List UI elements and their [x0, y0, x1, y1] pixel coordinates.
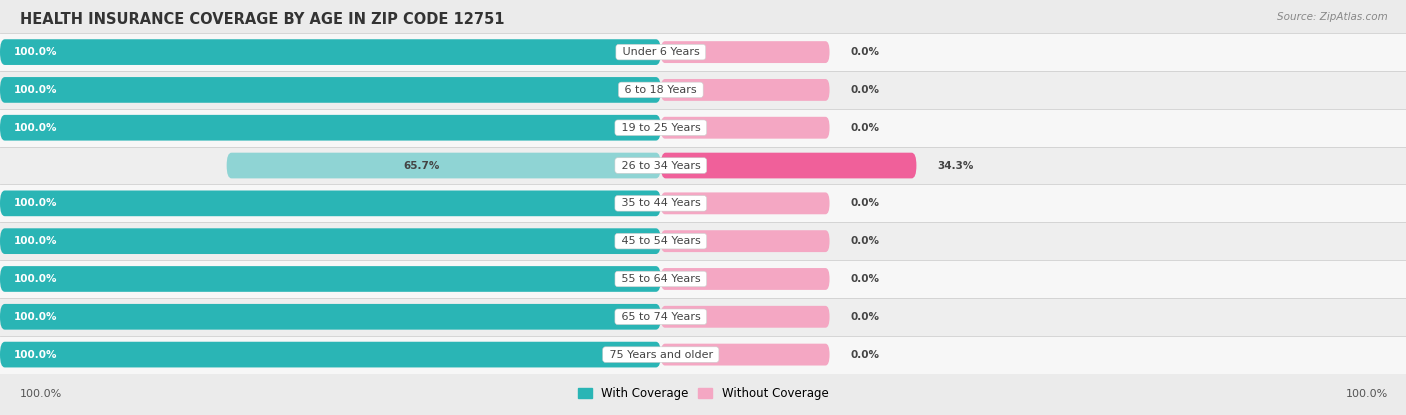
FancyBboxPatch shape	[661, 230, 830, 252]
Bar	[0, 146, 1406, 184]
FancyBboxPatch shape	[0, 266, 661, 292]
Text: 55 to 64 Years: 55 to 64 Years	[617, 274, 704, 284]
FancyBboxPatch shape	[661, 153, 917, 178]
Text: HEALTH INSURANCE COVERAGE BY AGE IN ZIP CODE 12751: HEALTH INSURANCE COVERAGE BY AGE IN ZIP …	[20, 12, 505, 27]
Text: 100.0%: 100.0%	[1346, 389, 1388, 399]
Text: 0.0%: 0.0%	[851, 274, 880, 284]
Text: 45 to 54 Years: 45 to 54 Years	[617, 236, 704, 246]
Text: 100.0%: 100.0%	[14, 274, 58, 284]
FancyBboxPatch shape	[0, 304, 661, 330]
FancyBboxPatch shape	[661, 268, 830, 290]
Text: 100.0%: 100.0%	[14, 236, 58, 246]
Text: 65.7%: 65.7%	[404, 161, 440, 171]
FancyBboxPatch shape	[0, 190, 661, 216]
Text: 100.0%: 100.0%	[14, 85, 58, 95]
Bar	[0, 71, 1406, 109]
FancyBboxPatch shape	[661, 344, 830, 366]
FancyBboxPatch shape	[661, 41, 830, 63]
Text: 100.0%: 100.0%	[14, 198, 58, 208]
Text: 0.0%: 0.0%	[851, 349, 880, 359]
Text: 0.0%: 0.0%	[851, 236, 880, 246]
Bar	[0, 33, 1406, 71]
Bar	[0, 298, 1406, 336]
Text: Under 6 Years: Under 6 Years	[619, 47, 703, 57]
FancyBboxPatch shape	[0, 228, 661, 254]
Text: 0.0%: 0.0%	[851, 312, 880, 322]
Text: 100.0%: 100.0%	[14, 312, 58, 322]
Text: 0.0%: 0.0%	[851, 123, 880, 133]
Text: 65 to 74 Years: 65 to 74 Years	[617, 312, 704, 322]
Text: 75 Years and older: 75 Years and older	[606, 349, 716, 359]
Text: 0.0%: 0.0%	[851, 85, 880, 95]
FancyBboxPatch shape	[661, 79, 830, 101]
Text: Source: ZipAtlas.com: Source: ZipAtlas.com	[1277, 12, 1388, 22]
Bar	[0, 260, 1406, 298]
Bar	[0, 184, 1406, 222]
Bar	[0, 109, 1406, 146]
Text: 100.0%: 100.0%	[14, 47, 58, 57]
Bar	[0, 222, 1406, 260]
Text: 0.0%: 0.0%	[851, 47, 880, 57]
Text: 35 to 44 Years: 35 to 44 Years	[617, 198, 704, 208]
FancyBboxPatch shape	[226, 153, 661, 178]
Bar	[0, 336, 1406, 374]
Legend: With Coverage, Without Coverage: With Coverage, Without Coverage	[572, 383, 834, 405]
FancyBboxPatch shape	[0, 77, 661, 103]
Text: 100.0%: 100.0%	[14, 349, 58, 359]
Text: 0.0%: 0.0%	[851, 198, 880, 208]
Text: 19 to 25 Years: 19 to 25 Years	[617, 123, 704, 133]
FancyBboxPatch shape	[0, 115, 661, 141]
FancyBboxPatch shape	[0, 342, 661, 367]
FancyBboxPatch shape	[661, 306, 830, 328]
FancyBboxPatch shape	[661, 193, 830, 214]
FancyBboxPatch shape	[0, 39, 661, 65]
Text: 34.3%: 34.3%	[938, 161, 974, 171]
Text: 100.0%: 100.0%	[14, 123, 58, 133]
Text: 26 to 34 Years: 26 to 34 Years	[617, 161, 704, 171]
Text: 6 to 18 Years: 6 to 18 Years	[621, 85, 700, 95]
FancyBboxPatch shape	[661, 117, 830, 139]
Text: 100.0%: 100.0%	[20, 389, 62, 399]
